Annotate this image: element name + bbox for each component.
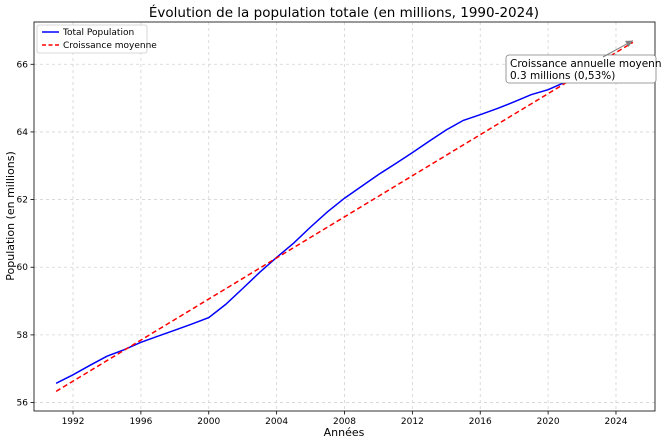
y-axis: 56 58 60 62 64 66 xyxy=(17,60,34,409)
legend: Total Population Croissance moyenne xyxy=(36,24,157,54)
y-tick-label: 60 xyxy=(17,263,29,273)
series-layer xyxy=(55,41,634,393)
chart-title: Évolution de la population totale (en mi… xyxy=(149,4,539,21)
x-tick-label: 2024 xyxy=(605,417,628,427)
x-axis: 1992 1996 2000 2004 2008 2012 2016 2020 2024 xyxy=(62,411,628,427)
x-tick-label: 1992 xyxy=(62,417,85,427)
y-tick-label: 62 xyxy=(17,196,28,206)
annotation-arrowhead xyxy=(625,40,633,47)
y-tick-label: 56 xyxy=(17,399,29,409)
x-axis-label: Années xyxy=(324,426,365,439)
y-tick-label: 66 xyxy=(17,60,29,70)
x-tick-label: 2016 xyxy=(469,417,492,427)
x-tick-label: 2000 xyxy=(197,417,220,427)
legend-label-croissance-moyenne: Croissance moyenne xyxy=(63,41,157,51)
series-line-total-population xyxy=(55,54,617,384)
annotation-text-line1: Croissance annuelle moyenne : xyxy=(510,58,661,70)
y-axis-label: Population (en millions) xyxy=(4,151,17,280)
x-tick-label: 2020 xyxy=(537,417,560,427)
annotation: Croissance annuelle moyenne : 0.3 millio… xyxy=(505,40,661,84)
y-tick-label: 58 xyxy=(17,331,29,341)
legend-label-total-population: Total Population xyxy=(62,28,134,38)
legend-box xyxy=(36,24,148,54)
x-tick-label: 2012 xyxy=(401,417,424,427)
y-tick-label: 64 xyxy=(17,128,29,138)
series-line-croissance-moyenne xyxy=(55,41,634,393)
x-tick-label: 2008 xyxy=(333,417,356,427)
x-tick-label: 2004 xyxy=(265,417,288,427)
x-tick-label: 1996 xyxy=(129,417,152,427)
annotation-text-line2: 0.3 millions (0,53%) xyxy=(510,70,615,82)
annotation-box xyxy=(505,54,657,84)
